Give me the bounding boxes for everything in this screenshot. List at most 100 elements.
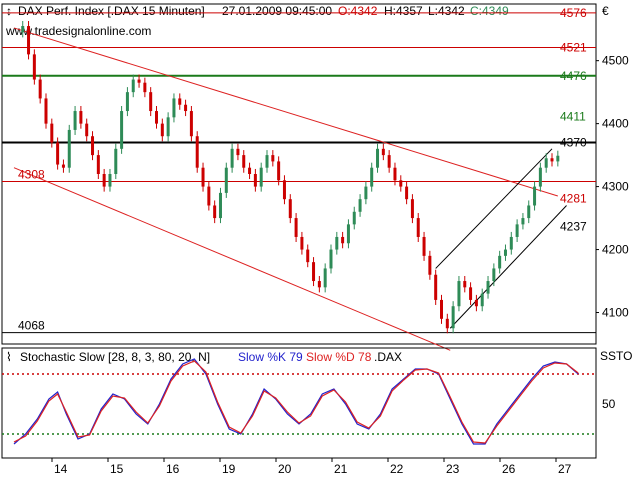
candle-body	[61, 164, 65, 168]
candle-body	[50, 123, 54, 143]
candle-body	[544, 158, 548, 168]
candle-body	[207, 186, 211, 206]
candle-body	[178, 98, 182, 105]
candle-body	[521, 218, 525, 225]
stochastic-name: Stochastic Slow [28, 8, 3, 80, 20, N]	[20, 350, 210, 364]
candle-body	[440, 299, 443, 319]
y-tick-label: 4100	[602, 306, 629, 320]
candle-body	[32, 54, 36, 80]
candle-body	[131, 79, 135, 93]
candle-body	[329, 249, 333, 269]
candle-body	[21, 26, 25, 33]
candle-body	[288, 199, 292, 219]
stochastic-series	[13, 360, 579, 444]
x-tick-label: 20	[278, 462, 292, 476]
candle-body	[492, 268, 496, 282]
trend-line	[13, 167, 451, 351]
candle-body	[509, 236, 513, 250]
candle-body	[248, 167, 252, 174]
candle-body	[108, 174, 112, 187]
candle-body	[230, 148, 234, 168]
candle-body	[515, 224, 519, 237]
candle-body	[503, 249, 507, 256]
datetime: 27.01.2009 09:45:00	[222, 4, 332, 18]
y-tick-label: 4200	[602, 243, 629, 257]
candle-body	[405, 186, 409, 200]
candle-body	[282, 180, 286, 200]
candle-body	[335, 236, 339, 250]
candle-body	[474, 299, 478, 307]
candle-body	[410, 199, 414, 219]
candle-body	[38, 79, 42, 99]
low-value: L:4342	[428, 4, 465, 18]
x-tick-label: 23	[446, 462, 460, 476]
stochastic-panel: SSTO 50	[1, 347, 632, 459]
candle-body	[358, 199, 362, 212]
candle-body	[242, 155, 246, 168]
trend-line	[13, 27, 558, 197]
open-value: O:4342	[338, 4, 378, 18]
stochastic-d-label: Slow %D 78	[306, 350, 372, 364]
level-label: 4411	[560, 110, 586, 124]
currency-label: €	[602, 4, 609, 18]
candle-body	[91, 136, 95, 156]
candle-body	[224, 167, 228, 193]
candle-body	[451, 306, 455, 329]
candle-body	[149, 92, 153, 112]
level-label: 4281	[560, 192, 587, 206]
level-label: 4576	[560, 6, 587, 20]
trend-line	[435, 148, 553, 269]
arrow-up-icon: ↕	[6, 4, 12, 18]
x-tick-label: 26	[502, 462, 516, 476]
stochastic-axis-label: SSTO	[600, 349, 632, 363]
candle-body	[85, 123, 89, 137]
candle-body	[294, 218, 298, 237]
candle-body	[253, 174, 257, 187]
stochastic-symbol: .DAX	[374, 350, 402, 364]
candle-body	[300, 236, 304, 250]
stochastic-icon: ⌇	[6, 350, 12, 364]
candle-body	[137, 79, 141, 83]
candle-body	[457, 281, 461, 307]
candle-body	[364, 186, 368, 200]
candle-body	[73, 111, 77, 130]
price-panel: 4100 4200 4300 4400 4500 4576 4521 4476 4411 4370…	[1, 3, 629, 351]
level-label: 4476	[560, 69, 587, 83]
candle-body	[399, 180, 403, 187]
candle-body	[189, 111, 193, 137]
candle-body	[306, 249, 310, 263]
candle-body	[550, 158, 554, 162]
candle-body	[538, 167, 542, 187]
candle-body	[102, 174, 106, 187]
candle-body	[352, 211, 356, 225]
candle-body	[533, 186, 537, 206]
level-label: 4521	[560, 40, 587, 54]
x-tick-label: 16	[166, 462, 180, 476]
close-value: C:4349	[470, 4, 509, 18]
candle-body	[44, 98, 48, 124]
candle-body	[422, 236, 426, 256]
candle-body	[376, 148, 380, 168]
candle-body	[498, 255, 502, 269]
stochastic-k-label: Slow %K 79	[238, 350, 303, 364]
candle-body	[96, 155, 100, 174]
candle-body	[312, 262, 316, 282]
candle-body	[434, 274, 438, 300]
website-label: www.tradesignalonline.com	[5, 24, 151, 38]
candle-body	[480, 293, 484, 307]
x-tick-label: 15	[110, 462, 124, 476]
stochastic-series	[13, 358, 579, 445]
candle-body	[125, 92, 129, 112]
candle-body	[469, 287, 473, 300]
y-tick-label: 4500	[602, 54, 629, 68]
stochastic-frame	[1, 347, 597, 459]
candle-body	[381, 148, 385, 156]
candle-body	[120, 111, 124, 149]
candle-body	[527, 205, 531, 219]
candle-body	[201, 167, 205, 187]
candle-body	[160, 123, 164, 137]
candle-body	[172, 98, 176, 118]
candle-body	[27, 26, 31, 55]
x-tick-label: 21	[334, 462, 348, 476]
candle-body	[166, 117, 170, 137]
